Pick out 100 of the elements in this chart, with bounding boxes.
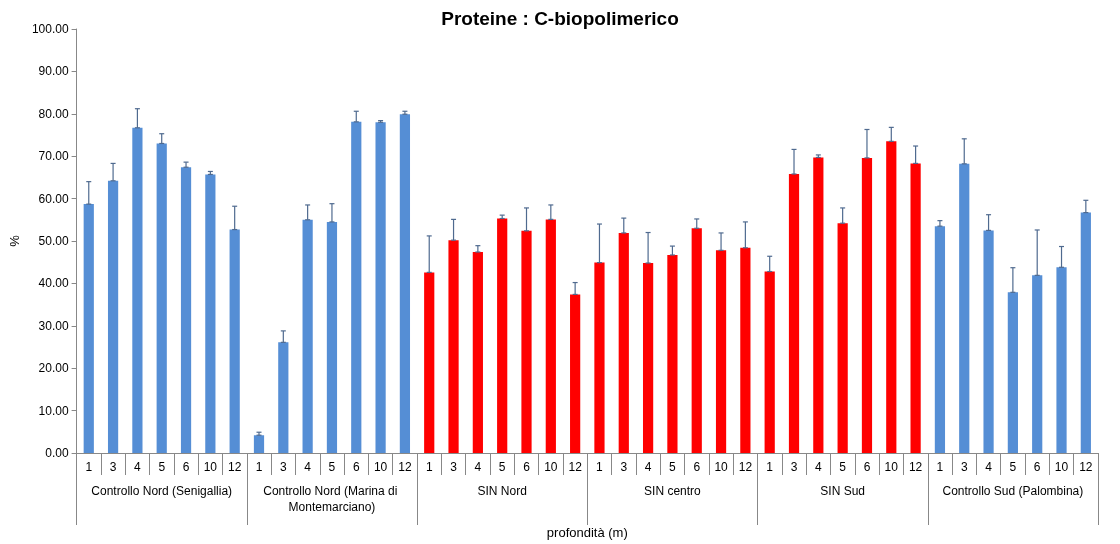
bar xyxy=(326,221,338,453)
text: Controllo Nord (Senigallia) xyxy=(91,484,233,498)
bar xyxy=(180,167,192,453)
x-tick-label: 6 xyxy=(182,460,190,474)
bar xyxy=(375,122,386,453)
bar xyxy=(886,141,897,453)
bar xyxy=(278,342,289,453)
bar xyxy=(837,223,848,453)
chart-title: Proteine : C-biopolimerico xyxy=(441,8,679,29)
bar xyxy=(132,127,143,453)
bar xyxy=(740,247,751,453)
text: Controllo Nord (Marina di Montemarciano) xyxy=(263,484,401,514)
bar xyxy=(302,219,313,453)
bar xyxy=(545,219,556,453)
x-tick-label: 6 xyxy=(863,460,871,474)
bar xyxy=(1056,267,1067,453)
text: Controllo Sud (Palombina) xyxy=(942,484,1084,498)
bar xyxy=(715,250,727,453)
bar xyxy=(497,218,508,453)
bar xyxy=(594,262,605,453)
text: SIN Nord xyxy=(477,484,527,498)
x-tick-label: 3 xyxy=(790,460,798,474)
y-tick-label: 80.00 xyxy=(38,106,69,121)
y-tick-label: 0.00 xyxy=(45,446,69,460)
bar xyxy=(253,435,265,453)
bar xyxy=(570,294,581,453)
x-tick-label: 10 xyxy=(203,460,218,474)
y-tick-label: 100.00 xyxy=(31,22,69,36)
x-tick-label: 4 xyxy=(304,460,312,474)
x-tick-label: 5 xyxy=(1009,460,1017,474)
y-tick-label: 60.00 xyxy=(38,191,69,206)
bar xyxy=(983,230,994,453)
x-tick-label: 4 xyxy=(814,460,822,474)
bar xyxy=(764,271,775,453)
bar xyxy=(399,114,411,453)
x-tick-label: 5 xyxy=(839,460,847,474)
x-tick-label: 1 xyxy=(596,460,604,474)
bar xyxy=(424,272,435,453)
y-tick-label: 90.00 xyxy=(38,64,69,79)
x-tick-label: 12 xyxy=(908,460,923,474)
x-tick-label: 1 xyxy=(425,460,433,474)
x-tick-label: 10 xyxy=(373,460,388,474)
y-tick-label: 70.00 xyxy=(38,149,69,164)
bar xyxy=(788,174,800,453)
bar xyxy=(521,230,532,453)
y-tick-label: 10.00 xyxy=(38,403,69,418)
x-tick-label: 6 xyxy=(1033,460,1041,474)
bar xyxy=(813,157,824,453)
x-tick-label: 6 xyxy=(523,460,531,474)
bar xyxy=(910,163,921,453)
bar xyxy=(959,163,970,453)
x-tick-label: 3 xyxy=(450,460,458,474)
y-axis-title: % xyxy=(7,234,22,247)
x-tick-label: 6 xyxy=(693,460,701,474)
x-tick-label: 1 xyxy=(85,460,93,474)
text: SIN Sud xyxy=(820,484,865,498)
x-tick-label: 5 xyxy=(498,460,506,474)
bar xyxy=(1032,275,1043,453)
bar xyxy=(861,157,873,453)
bar xyxy=(156,143,167,453)
x-tick-label: 5 xyxy=(669,460,677,474)
x-tick-label: 1 xyxy=(766,460,774,474)
bar xyxy=(205,174,216,453)
x-tick-label: 4 xyxy=(985,460,993,474)
y-tick-label: 50.00 xyxy=(38,234,69,248)
bar xyxy=(934,226,946,453)
bar xyxy=(618,232,629,453)
x-tick-label: 12 xyxy=(1079,460,1093,474)
x-tick-label: 10 xyxy=(884,460,899,474)
bar xyxy=(472,252,483,453)
bar xyxy=(667,254,678,453)
x-axis-title: profondità (m) xyxy=(546,525,628,540)
x-tick-label: 12 xyxy=(738,460,753,474)
bar xyxy=(1007,292,1018,453)
x-tick-label: 3 xyxy=(960,460,968,474)
x-tick-label: 12 xyxy=(228,460,242,474)
x-tick-label: 5 xyxy=(158,460,166,474)
x-tick-label: 10 xyxy=(1054,460,1069,474)
bar xyxy=(107,180,119,453)
x-tick-label: 4 xyxy=(474,460,482,474)
y-tick-label: 20.00 xyxy=(38,361,69,376)
bar xyxy=(351,121,362,453)
x-tick-label: 1 xyxy=(936,460,944,474)
y-tick-label: 30.00 xyxy=(38,318,69,333)
x-tick-label: 1 xyxy=(255,460,263,474)
bar xyxy=(83,204,94,453)
bar xyxy=(642,263,654,453)
x-tick-label: 4 xyxy=(134,460,142,474)
x-tick-label: 3 xyxy=(620,460,628,474)
x-tick-label: 12 xyxy=(398,460,412,474)
x-tick-label: 4 xyxy=(644,460,652,474)
y-tick-label: 40.00 xyxy=(38,276,69,291)
bar xyxy=(1080,212,1091,453)
x-tick-label: 6 xyxy=(352,460,360,474)
x-tick-label: 10 xyxy=(544,460,558,474)
bar xyxy=(229,229,240,453)
x-tick-label: 10 xyxy=(714,460,729,474)
bar xyxy=(691,228,702,453)
bar xyxy=(448,240,459,453)
x-tick-label: 12 xyxy=(568,460,583,474)
